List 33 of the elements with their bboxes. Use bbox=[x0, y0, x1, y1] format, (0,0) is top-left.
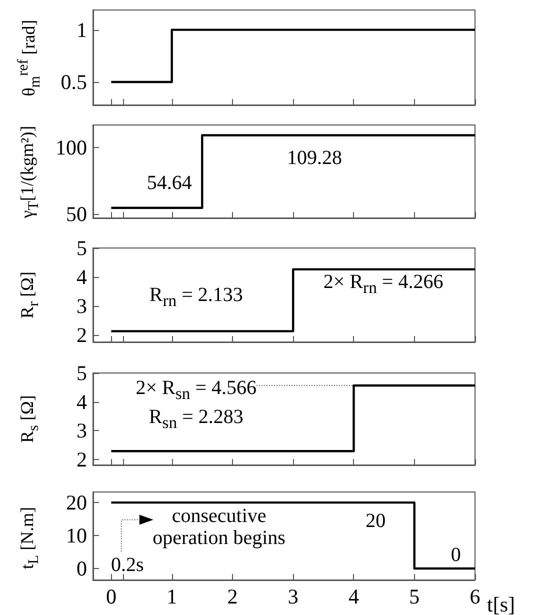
y-tick-label: 3 bbox=[76, 418, 87, 442]
y-tick-label: 4 bbox=[76, 265, 88, 290]
y-tick-label: 2 bbox=[76, 323, 87, 348]
annotation: 109.28 bbox=[287, 147, 342, 170]
annotation: 0 bbox=[450, 544, 461, 566]
x-tick-label: 5 bbox=[409, 584, 420, 608]
annotation: R$_{sn}$ = 2.283 bbox=[148, 406, 244, 432]
x-axis-title: t[s] bbox=[487, 592, 515, 615]
y-tick-label: 4 bbox=[76, 390, 88, 414]
y-tick-label: 0.5 bbox=[60, 70, 87, 94]
y-tick-label: 20 bbox=[66, 490, 87, 515]
x-tick-label: 3 bbox=[288, 584, 298, 608]
annotation: 2× R$_{sn}$ = 4.566 bbox=[136, 376, 256, 403]
y-tick-label: 0 bbox=[76, 556, 87, 580]
x-tick-label: 6 bbox=[470, 584, 480, 608]
y-tick-label: 2 bbox=[76, 447, 87, 472]
x-tick-label: 0 bbox=[106, 584, 116, 608]
annotation: 20 bbox=[366, 510, 386, 532]
x-tick-label: 4 bbox=[348, 584, 360, 608]
annotation: R$_{rn}$ = 2.133 bbox=[149, 284, 243, 310]
y-tick-label: 1 bbox=[76, 18, 87, 42]
annotation: 0.2s bbox=[110, 554, 144, 576]
y-tick-label: 10 bbox=[66, 524, 87, 548]
y-tick-label: 3 bbox=[76, 294, 87, 318]
y-tick-label: 5 bbox=[76, 236, 87, 260]
annotation: 2× R$_{rn}$ = 4.266 bbox=[323, 270, 444, 297]
annotation: 54.64 bbox=[146, 172, 192, 194]
x-tick-label: 1 bbox=[166, 584, 178, 608]
annotation: consecutive operation begins bbox=[152, 505, 286, 550]
y-tick-label: 50 bbox=[66, 202, 87, 226]
x-tick-label: 2 bbox=[227, 584, 238, 608]
y-tick-label: 100 bbox=[56, 136, 87, 160]
y-tick-label: 5 bbox=[76, 361, 87, 385]
